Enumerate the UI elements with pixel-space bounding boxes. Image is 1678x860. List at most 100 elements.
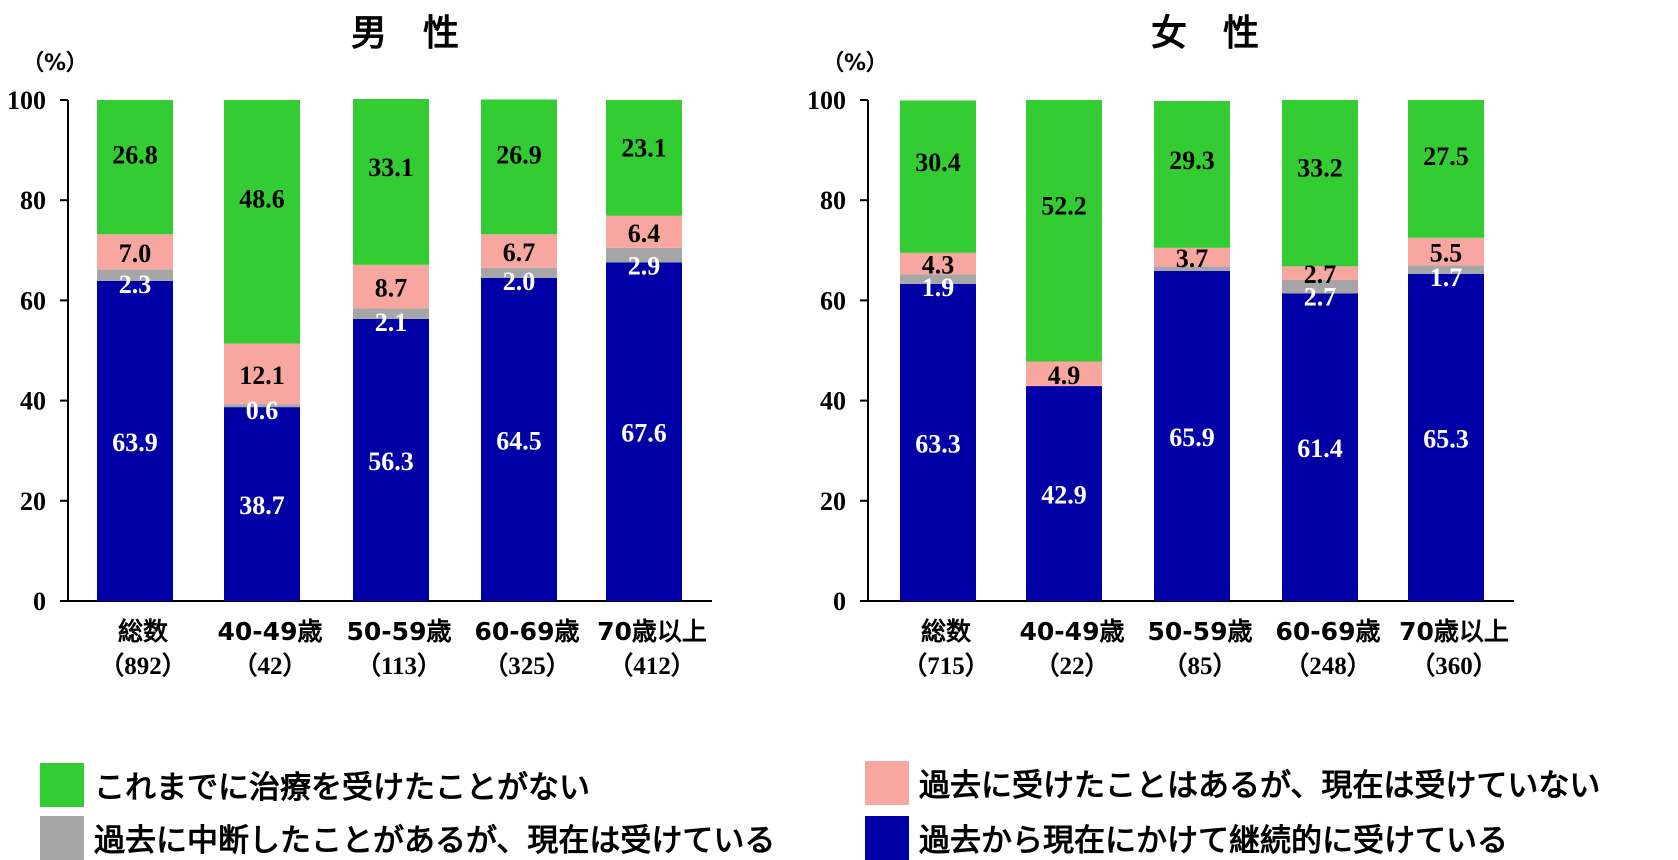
female-category-count: （85）: [1162, 651, 1237, 680]
female-data-label-interrupted_now: 2.7: [1304, 282, 1337, 311]
male-bar-segment-interrupted_now: [97, 269, 173, 281]
male-category-label: 70歳以上: [597, 617, 707, 646]
female-data-label-never: 52.2: [1041, 192, 1087, 221]
male-data-label-interrupted_now: 2.3: [119, 270, 152, 299]
female-bar-segment-past_not_now: [1154, 247, 1230, 267]
female-chart-title: 女 性: [1151, 13, 1259, 54]
male-data-label-never: 26.9: [496, 141, 542, 170]
female-category-count: （248）: [1284, 651, 1372, 680]
female-category-label: 40-49歳: [1020, 617, 1125, 646]
male-data-label-never: 33.1: [368, 153, 414, 182]
female-bar-segment-continuous: [1154, 270, 1230, 601]
female-bar-segment-continuous: [1408, 273, 1484, 601]
female-y-tick-label: 40: [820, 387, 846, 416]
male-category-label: 40-49歳: [218, 617, 323, 646]
male-data-label-interrupted_now: 2.9: [628, 251, 661, 280]
male-data-label-never: 23.1: [621, 133, 667, 162]
male-category-count: （412）: [608, 651, 696, 680]
female-bar-segment-never: [1282, 100, 1358, 267]
female-bar-segment-continuous: [1026, 386, 1102, 601]
female-bar-segment-continuous: [1282, 293, 1358, 601]
male-bar-segment-past_not_now: [97, 234, 173, 270]
female-data-label-continuous: 65.3: [1423, 424, 1469, 453]
female-category-label: 50-59歳: [1148, 617, 1253, 646]
female-bar-segment-never: [1154, 101, 1230, 248]
male-bar-segment-past_not_now: [606, 215, 682, 248]
male-data-label-past_not_now: 12.1: [239, 361, 285, 390]
female-bar-segment-interrupted_now: [900, 274, 976, 284]
female-data-label-never: 27.5: [1423, 142, 1469, 171]
female-data-label-past_not_now: 5.5: [1430, 239, 1463, 268]
male-data-label-past_not_now: 6.7: [503, 238, 536, 267]
female-y-tick-label: 0: [833, 587, 846, 616]
male-category-count: （892）: [99, 651, 187, 680]
male-data-label-never: 48.6: [239, 184, 285, 213]
male-bar-segment-continuous: [481, 277, 557, 601]
male-data-label-continuous: 38.7: [239, 491, 285, 520]
male-bar-segment-never: [606, 100, 682, 216]
male-bar-segment-never: [224, 100, 300, 344]
female-y-tick-label: 100: [807, 86, 846, 115]
male-y-tick-label: 0: [33, 587, 46, 616]
male-chart-title: 男 性: [351, 13, 459, 54]
male-y-tick-label: 20: [20, 487, 46, 516]
female-data-label-never: 30.4: [915, 148, 961, 177]
male-category-label: 50-59歳: [347, 617, 452, 646]
male-data-label-past_not_now: 7.0: [119, 239, 152, 268]
female-bar-segment-past_not_now: [1282, 266, 1358, 280]
female-y-tick-label: 20: [820, 487, 846, 516]
female-data-label-continuous: 63.3: [915, 429, 961, 458]
male-data-label-continuous: 56.3: [368, 447, 414, 476]
male-data-label-interrupted_now: 2.0: [503, 267, 536, 296]
male-y-axis-label: （%）: [22, 51, 88, 76]
female-data-label-past_not_now: 2.7: [1304, 260, 1337, 289]
female-category-count: （360）: [1410, 651, 1498, 680]
male-bar-segment-past_not_now: [353, 264, 429, 309]
female-data-label-interrupted_now: 1.9: [922, 273, 955, 302]
female-bar-segment-past_not_now: [900, 252, 976, 275]
female-category-label: 70歳以上: [1399, 617, 1509, 646]
male-data-label-past_not_now: 8.7: [375, 274, 408, 303]
female-bar-segment-never: [1408, 100, 1484, 238]
female-y-tick-label: 80: [820, 186, 846, 215]
male-y-tick-label: 40: [20, 387, 46, 416]
male-bar-segment-continuous: [606, 262, 682, 601]
female-data-label-past_not_now: 4.9: [1048, 361, 1081, 390]
male-bar-segment-never: [353, 98, 429, 265]
female-y-tick-label: 60: [820, 286, 846, 315]
male-bar-segment-never: [97, 100, 173, 235]
male-bar-segment-interrupted_now: [353, 308, 429, 319]
male-bar-segment-continuous: [224, 407, 300, 601]
female-category-label: 総数: [921, 617, 972, 646]
female-data-label-continuous: 61.4: [1297, 434, 1343, 463]
female-data-label-never: 29.3: [1169, 146, 1215, 175]
female-bar-segment-interrupted_now: [1154, 266, 1230, 271]
male-data-label-continuous: 67.6: [621, 419, 667, 448]
female-data-label-never: 33.2: [1297, 154, 1343, 183]
female-data-label-continuous: 65.9: [1169, 423, 1215, 452]
female-category-count: （715）: [902, 651, 990, 680]
male-data-label-continuous: 64.5: [496, 426, 542, 455]
male-bar-segment-interrupted_now: [606, 247, 682, 263]
male-bar-segment-past_not_now: [481, 234, 557, 268]
male-bar-segment-continuous: [353, 318, 429, 601]
female-bar-segment-interrupted_now: [1282, 279, 1358, 294]
male-y-tick-label: 60: [20, 286, 46, 315]
male-data-label-never: 26.8: [112, 141, 158, 170]
female-data-label-past_not_now: 4.3: [922, 251, 955, 280]
female-bar-segment-past_not_now: [1026, 361, 1102, 387]
female-category-label: 60-69歳: [1276, 617, 1381, 646]
female-y-axis-label: （%）: [822, 51, 888, 76]
male-bar-segment-continuous: [97, 280, 173, 601]
female-category-count: （22）: [1034, 651, 1109, 680]
female-data-label-interrupted_now: 1.7: [1430, 263, 1463, 292]
female-data-label-past_not_now: 3.7: [1176, 244, 1209, 273]
male-data-label-continuous: 63.9: [112, 428, 158, 457]
male-y-tick-label: 80: [20, 186, 46, 215]
female-bar-segment-never: [900, 100, 976, 253]
female-bar-segment-never: [1026, 100, 1102, 362]
male-category-count: （113）: [356, 651, 442, 680]
female-bar-segment-interrupted_now: [1408, 265, 1484, 274]
female-bar-segment-past_not_now: [1408, 237, 1484, 266]
